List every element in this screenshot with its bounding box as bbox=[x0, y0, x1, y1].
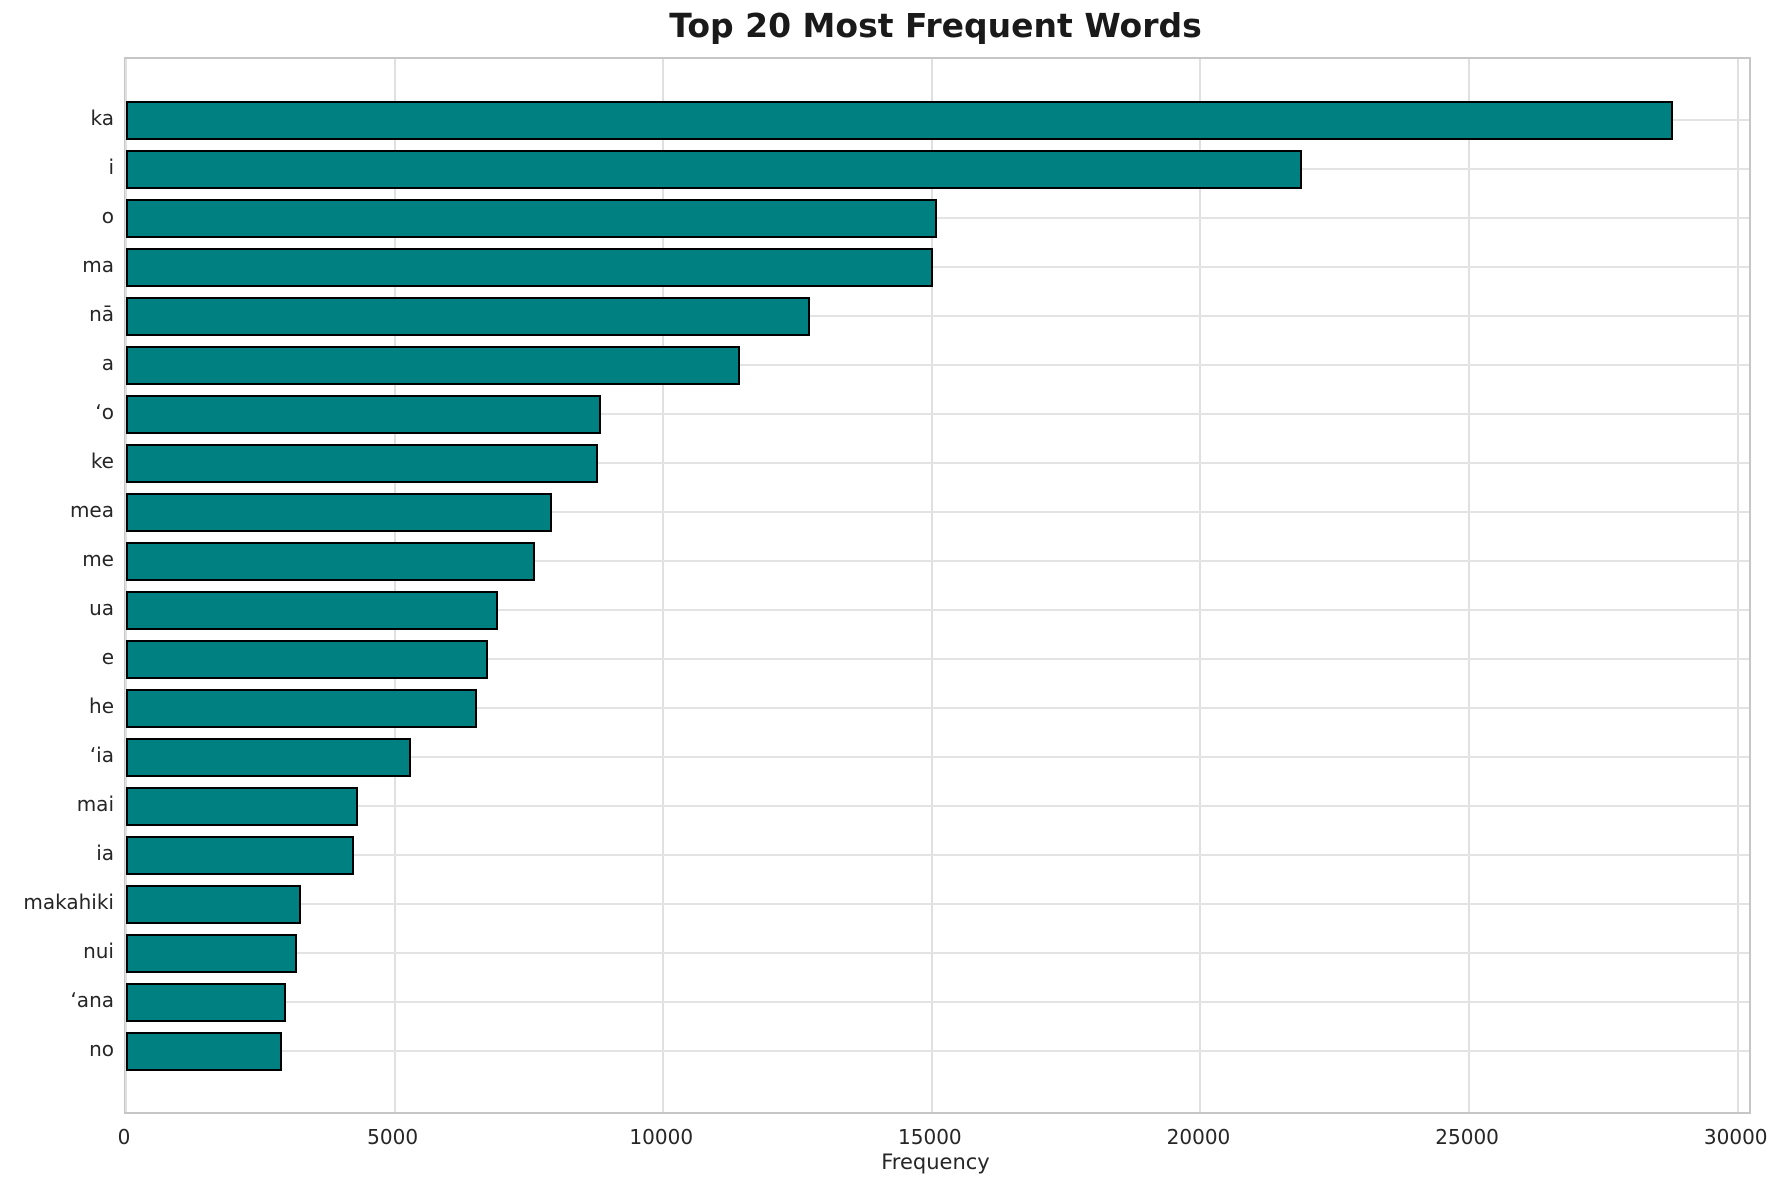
bar-nui bbox=[126, 933, 298, 973]
gridline-y-ia bbox=[126, 854, 1749, 856]
chart-title: Top 20 Most Frequent Words bbox=[669, 6, 1202, 45]
y-tick-label-ʻana: ʻana bbox=[70, 988, 114, 1012]
gridline-y-ma bbox=[126, 266, 1749, 268]
gridline-y-he bbox=[126, 707, 1749, 709]
bar-no bbox=[126, 1031, 282, 1071]
bar-nā bbox=[126, 296, 811, 336]
x-tick-label-25000: 25000 bbox=[1435, 1125, 1499, 1149]
bar-ke bbox=[126, 443, 599, 483]
x-tick-label-20000: 20000 bbox=[1166, 1125, 1231, 1149]
x-axis-title: Frequency bbox=[881, 1150, 990, 1174]
gridline-y-makahiki bbox=[126, 903, 1749, 905]
bar-a bbox=[126, 345, 741, 385]
bar-ia bbox=[126, 835, 354, 875]
y-tick-label-nā: nā bbox=[89, 302, 114, 326]
y-tick-label-ʻia: ʻia bbox=[89, 743, 114, 767]
plot-area bbox=[124, 57, 1751, 1114]
gridline-x-25000 bbox=[1468, 59, 1471, 1112]
y-tick-label-i: i bbox=[108, 155, 114, 179]
bar-makahiki bbox=[126, 884, 302, 924]
y-tick-label-he: he bbox=[89, 694, 114, 718]
y-tick-label-nui: nui bbox=[83, 939, 114, 963]
y-tick-label-ke: ke bbox=[90, 449, 114, 473]
gridline-x-5000 bbox=[393, 59, 396, 1112]
y-tick-label-ma: ma bbox=[82, 253, 114, 277]
bar-mai bbox=[126, 786, 359, 826]
x-tick-label-5000: 5000 bbox=[367, 1125, 419, 1149]
x-tick-label-15000: 15000 bbox=[898, 1125, 962, 1149]
bar-ʻo bbox=[126, 394, 602, 434]
y-tick-label-makahiki: makahiki bbox=[23, 890, 114, 914]
gridline-x-20000 bbox=[1199, 59, 1202, 1112]
y-tick-label-a: a bbox=[101, 351, 114, 375]
y-tick-label-ka: ka bbox=[90, 106, 115, 130]
gridline-y-ʻana bbox=[126, 1001, 1749, 1003]
gridline-y-me bbox=[126, 560, 1749, 562]
gridline-x-30000 bbox=[1736, 59, 1739, 1112]
gridline-y-o bbox=[126, 217, 1749, 219]
gridline-y-ʻo bbox=[126, 413, 1749, 415]
gridline-y-a bbox=[126, 364, 1749, 366]
gridline-y-ua bbox=[126, 609, 1749, 611]
y-tick-label-mea: mea bbox=[69, 498, 114, 522]
y-tick-label-ia: ia bbox=[96, 841, 114, 865]
y-tick-label-no: no bbox=[89, 1037, 114, 1061]
bar-e bbox=[126, 639, 489, 679]
y-tick-label-ʻo: ʻo bbox=[95, 400, 114, 424]
x-tick-label-0: 0 bbox=[117, 1125, 131, 1149]
bar-ua bbox=[126, 590, 499, 630]
x-tick-label-30000: 30000 bbox=[1703, 1125, 1768, 1149]
gridline-x-0 bbox=[125, 59, 127, 1112]
gridline-y-e bbox=[126, 658, 1749, 660]
bar-ka bbox=[126, 100, 1673, 140]
gridline-y-no bbox=[126, 1050, 1749, 1052]
bar-i bbox=[126, 149, 1303, 189]
y-tick-label-me: me bbox=[82, 547, 114, 571]
gridline-x-10000 bbox=[662, 59, 665, 1112]
gridline-x-15000 bbox=[930, 59, 933, 1112]
gridline-y-nui bbox=[126, 952, 1749, 954]
bar-me bbox=[126, 541, 536, 581]
y-tick-label-o: o bbox=[101, 204, 114, 228]
bar-o bbox=[126, 198, 937, 238]
bar-ʻia bbox=[126, 737, 412, 777]
gridline-y-mea bbox=[126, 511, 1749, 513]
gridline-y-ʻia bbox=[126, 756, 1749, 758]
gridline-y-nā bbox=[126, 315, 1749, 317]
y-tick-label-ua: ua bbox=[89, 596, 114, 620]
bar-mea bbox=[126, 492, 553, 532]
bar-ʻana bbox=[126, 982, 286, 1022]
gridline-y-ke bbox=[126, 462, 1749, 464]
bar-ma bbox=[126, 247, 934, 287]
gridline-y-mai bbox=[126, 805, 1749, 807]
bar-he bbox=[126, 688, 478, 728]
x-tick-label-10000: 10000 bbox=[629, 1125, 694, 1149]
y-tick-label-mai: mai bbox=[76, 792, 114, 816]
y-tick-label-e: e bbox=[101, 645, 114, 669]
